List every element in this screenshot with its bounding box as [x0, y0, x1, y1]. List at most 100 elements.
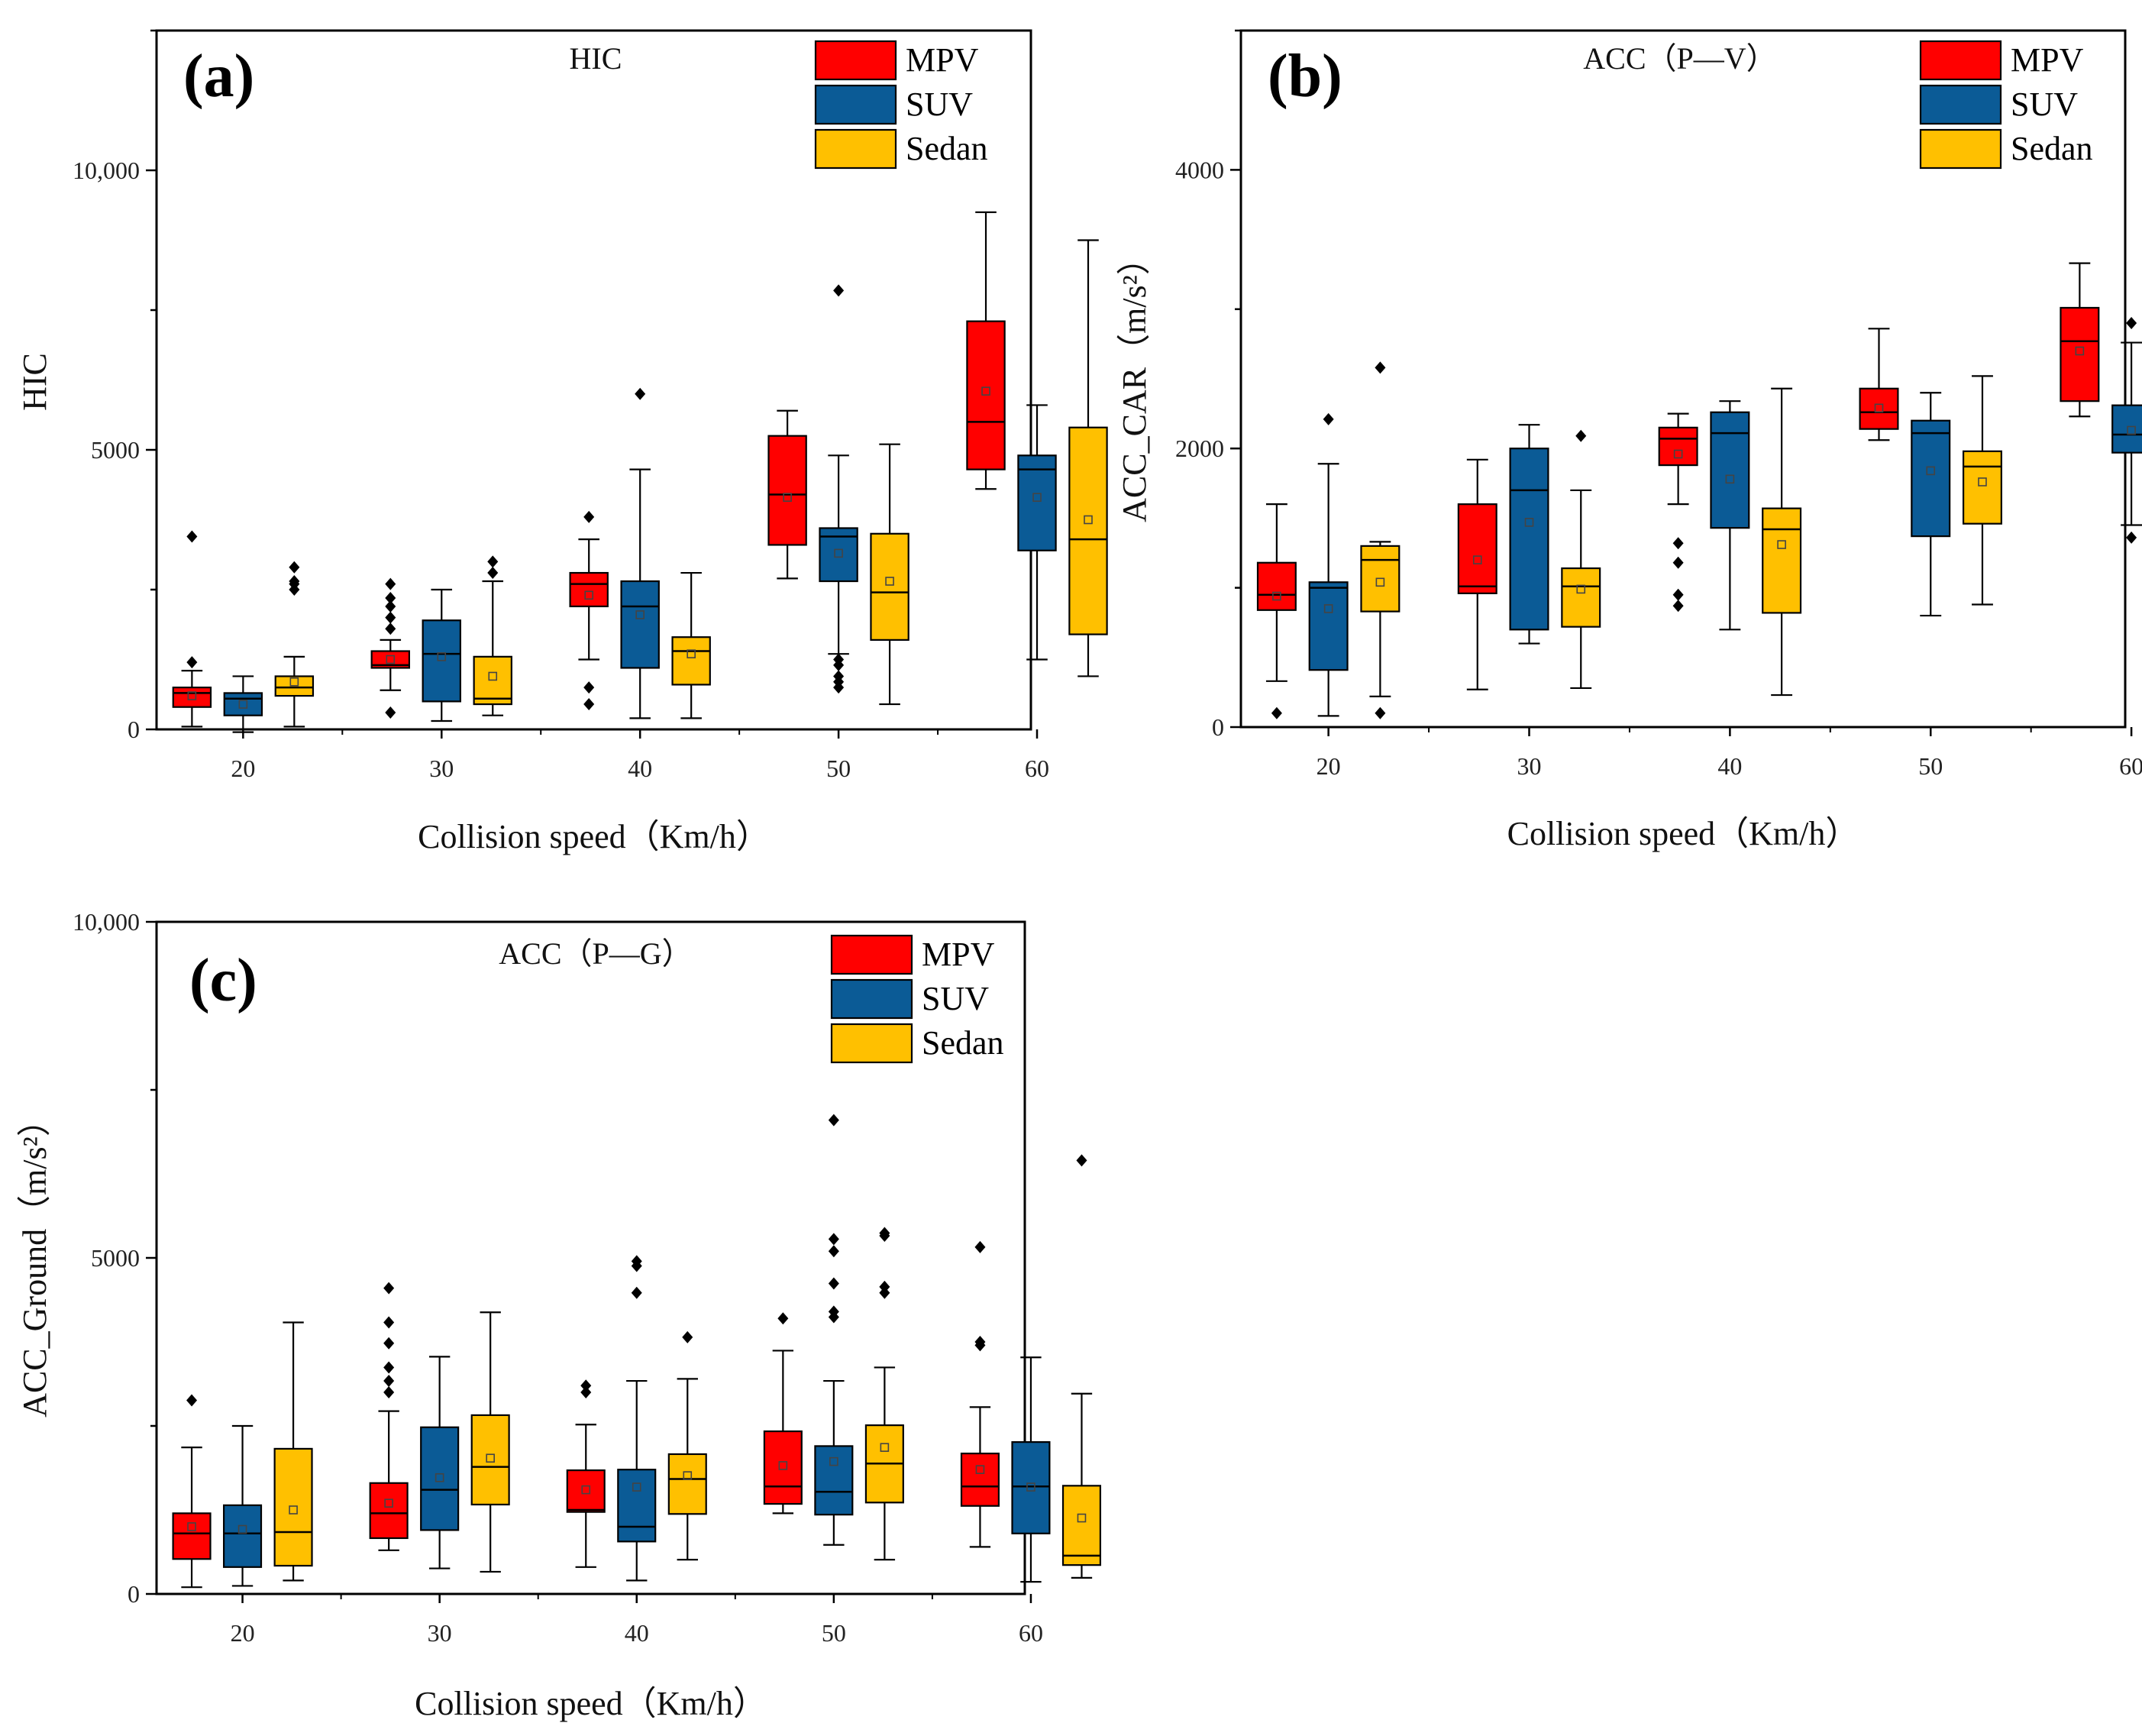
box-suv-60	[1011, 1356, 1051, 1583]
box-mpv-60	[960, 1240, 1000, 1548]
y-tick-label: 0	[1212, 713, 1224, 741]
outlier-point	[1375, 706, 1386, 719]
outlier-point	[2126, 531, 2137, 544]
mean-marker	[386, 655, 396, 664]
legend-swatch-sedan	[1919, 128, 2002, 170]
mean-marker	[581, 1485, 591, 1495]
box-mpv-20	[172, 1394, 212, 1589]
x-tick-label: 60	[2119, 752, 2142, 780]
mean-marker	[384, 1498, 393, 1508]
mean-marker	[187, 1522, 196, 1531]
mean-marker	[1978, 477, 1987, 487]
y-tick-label: 5000	[91, 436, 140, 464]
box-mpv-50	[763, 1312, 803, 1515]
box-iqr	[369, 1482, 409, 1540]
outlier-point	[879, 1280, 890, 1293]
box-iqr	[620, 580, 660, 669]
box-iqr	[473, 655, 512, 706]
outlier-point	[383, 1316, 395, 1329]
mean-marker	[778, 1461, 788, 1470]
box-mpv-60	[2060, 262, 2100, 418]
chart-panel-3: 0 5000 10,000 20 30 40 50 60 Collision speed（Km/…	[16, 908, 1102, 1722]
chart-panel-2: 0 2000 4000 20 30 40 50 60 Collision speed（Km/h）…	[1116, 29, 2142, 852]
box-iqr	[870, 532, 909, 641]
box-mpv-30	[369, 1282, 409, 1551]
box-sedan-50	[1962, 375, 2002, 606]
panel-label: (a)	[183, 43, 254, 110]
box-iqr	[671, 636, 711, 686]
box-iqr	[1457, 503, 1497, 594]
legend-swatch-suv	[814, 84, 897, 125]
mean-marker	[584, 590, 594, 600]
legend-label-sedan: Sedan	[922, 1024, 1004, 1062]
panel-label: (b)	[1268, 43, 1342, 110]
outlier-point	[1323, 412, 1334, 425]
x-tick-label: 40	[625, 1619, 649, 1647]
chart-title: ACC（P—G）	[499, 936, 692, 971]
legend-label-mpv: MPV	[2011, 41, 2084, 79]
outlier-point	[289, 575, 300, 588]
box-iqr	[814, 1445, 854, 1516]
outlier-point	[583, 681, 595, 694]
x-tick-label: 30	[1517, 752, 1542, 780]
x-tick-label: 20	[231, 755, 255, 782]
box-iqr	[1017, 454, 1057, 551]
outlier-point	[974, 1336, 986, 1348]
panel-label: (c)	[189, 947, 257, 1014]
x-tick-label: 60	[1019, 1619, 1043, 1647]
x-tick-label: 50	[826, 755, 851, 782]
outlier-point	[2126, 317, 2137, 330]
mean-marker	[488, 671, 498, 681]
x-tick-label: 20	[1317, 752, 1341, 780]
mean-marker	[829, 1456, 838, 1466]
box-mpv-60	[966, 211, 1006, 490]
box-suv-20	[223, 675, 263, 733]
box-sedan-40	[667, 1330, 707, 1561]
outlier-point	[777, 1312, 789, 1325]
mean-marker	[1874, 403, 1884, 413]
box-iqr	[667, 1453, 707, 1515]
box-sedan-20	[273, 1321, 313, 1582]
x-tick-label: 60	[1025, 755, 1049, 782]
y-tick-label: 5000	[91, 1244, 140, 1272]
box-suv-40	[620, 387, 660, 719]
box-iqr	[172, 1512, 212, 1560]
box-iqr	[1308, 581, 1349, 671]
outlier-point	[828, 1277, 839, 1290]
mean-marker	[437, 652, 447, 661]
outlier-point	[385, 706, 396, 719]
legend-swatch-mpv	[1919, 40, 2002, 81]
box-iqr	[763, 1430, 803, 1505]
box-iqr	[1762, 507, 1802, 614]
outlier-point	[186, 1394, 198, 1407]
box-iqr	[1011, 1441, 1051, 1534]
box-suv-30	[420, 1356, 460, 1570]
box-suv-60	[2111, 317, 2142, 544]
legend-swatch-suv	[830, 978, 913, 1020]
mean-marker	[237, 1524, 247, 1534]
box-mpv-40	[1658, 412, 1698, 613]
x-axis-title: Collision speed（Km/h）	[415, 1685, 767, 1722]
legend-label-sedan: Sedan	[906, 130, 988, 167]
outlier-point	[828, 1233, 839, 1246]
mean-marker	[1472, 555, 1482, 564]
outlier-point	[186, 656, 198, 669]
mean-marker	[975, 1465, 985, 1474]
box-iqr	[420, 1426, 460, 1531]
outlier-point	[1672, 600, 1684, 613]
box-iqr	[273, 1447, 313, 1567]
box-iqr	[1658, 426, 1698, 467]
outlier-point	[631, 1255, 642, 1268]
outlier-point	[1672, 588, 1684, 601]
box-sedan-60	[1061, 1154, 1102, 1579]
outlier-point	[385, 591, 396, 604]
y-axis-title: ACC_Ground（m/s²）	[16, 1103, 53, 1418]
box-suv-40	[1710, 400, 1750, 631]
outlier-point	[583, 510, 595, 523]
chart-panel-1: 0 5000 10,000 20 30 40 50 60 Collision speed（Km/…	[16, 29, 1108, 855]
y-tick-label: 10,000	[73, 908, 140, 936]
mean-marker	[1323, 604, 1333, 613]
outlier-point	[833, 653, 845, 666]
box-suv-50	[814, 1114, 854, 1546]
box-sedan-20	[1360, 361, 1401, 719]
